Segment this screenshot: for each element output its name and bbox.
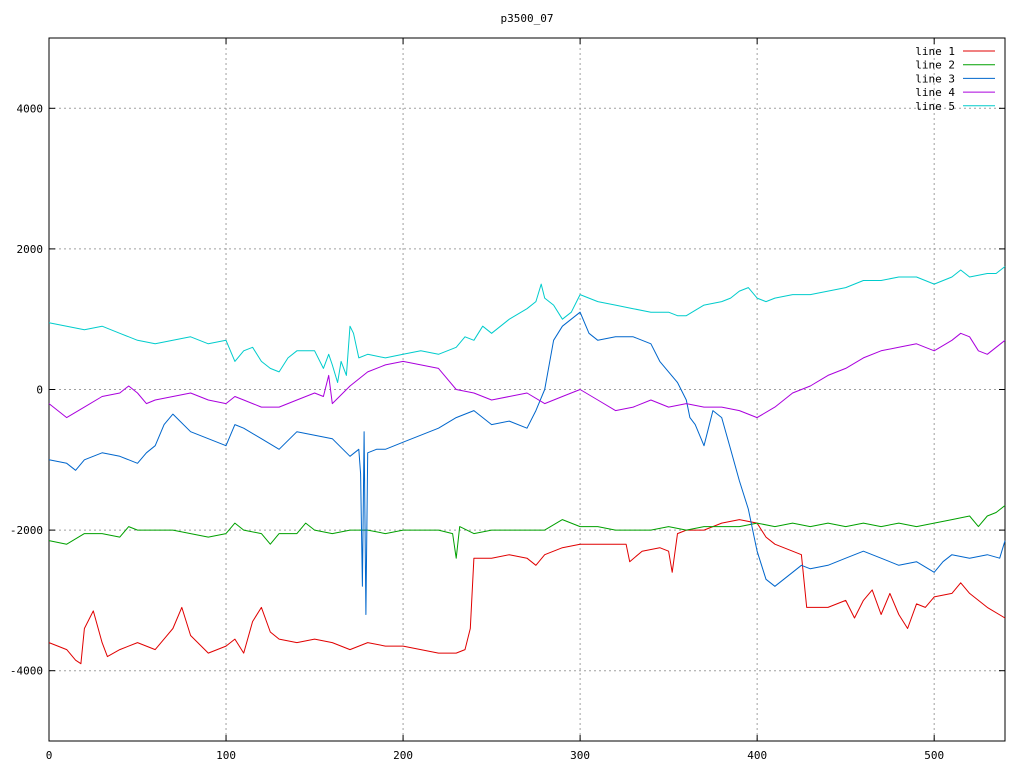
y-tick-label: -4000 xyxy=(10,665,43,678)
x-tick-label: 200 xyxy=(393,749,413,762)
x-tick-label: 0 xyxy=(46,749,53,762)
y-tick-label: 4000 xyxy=(17,102,44,115)
series-line-4 xyxy=(48,332,1006,419)
grid xyxy=(49,38,1005,741)
legend-label: line 3 xyxy=(915,72,955,85)
legend-label: line 1 xyxy=(915,45,955,58)
axis-ticks: 0 100 200 300 400 500 -4000 -2000 0 2000 4000 xyxy=(10,38,1005,762)
y-tick-label: 0 xyxy=(36,384,43,397)
legend-label: line 4 xyxy=(915,86,955,99)
x-tick-label: 300 xyxy=(570,749,590,762)
series-line-1 xyxy=(48,519,1006,665)
series-line-3 xyxy=(48,311,1006,615)
x-tick-label: 400 xyxy=(747,749,767,762)
plot-frame xyxy=(48,37,1006,742)
x-tick-label: 100 xyxy=(216,749,236,762)
legend-label: line 2 xyxy=(915,59,955,72)
y-tick-label: 2000 xyxy=(17,243,44,256)
series-lines xyxy=(48,266,1006,665)
series-line-2 xyxy=(48,505,1006,559)
chart-title: p3500_07 xyxy=(501,12,554,25)
y-tick-label: -2000 xyxy=(10,524,43,537)
legend-label: line 5 xyxy=(915,100,955,113)
x-tick-label: 500 xyxy=(924,749,944,762)
series-line-5 xyxy=(48,266,1006,383)
